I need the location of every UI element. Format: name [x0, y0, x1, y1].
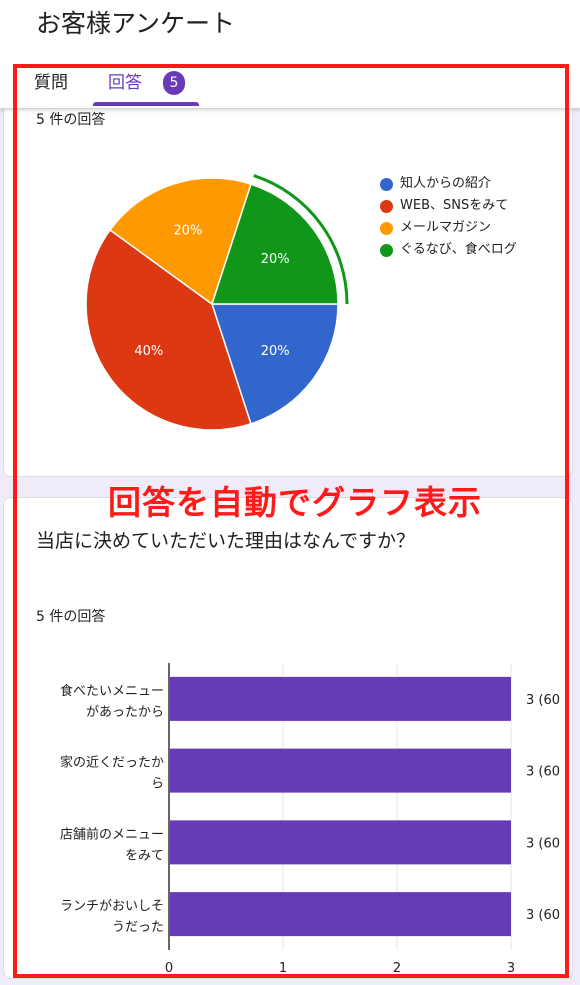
response-count-badge: 5	[163, 71, 185, 95]
bar[interactable]	[170, 748, 511, 793]
pie-slice-label: 20%	[261, 344, 290, 359]
bar-value-label: 3 (60	[526, 908, 560, 923]
bar-response-card: 当店に決めていただいた理由はなんですか？ 5 件の回答 食べたいメニューがあった…	[3, 497, 573, 979]
bar-category-label: うだった	[112, 920, 164, 935]
bar-category-label: をみて	[125, 848, 164, 863]
legend-label: 知人からの紹介	[400, 176, 492, 191]
tab-responses[interactable]: 回答	[108, 73, 142, 93]
bar[interactable]	[170, 676, 511, 721]
legend-label: ぐるなび、食べログ	[400, 242, 517, 257]
bar[interactable]	[170, 820, 511, 865]
bar-value-label: 3 (60	[526, 765, 560, 780]
legend-label: メールマガジン	[400, 220, 492, 235]
bar-category-label: 家の近くだったか	[60, 755, 164, 771]
bar-category-label: 食べたいメニュー	[60, 683, 164, 699]
legend-label: WEB、SNSをみて	[400, 198, 509, 213]
pie-slice[interactable]	[210, 303, 339, 425]
bar-category-label: ランチがおいしそ	[60, 899, 164, 914]
annotation-caption: 回答を自動でグラフ表示	[108, 483, 482, 522]
pie-legend: 知人からの紹介 WEB、SNSをみて メールマガジン ぐるなび、食べログ	[376, 173, 517, 261]
app-bar: お客様アンケート	[0, 0, 580, 62]
question-title: 当店に決めていただいた理由はなんですか？	[36, 530, 416, 552]
pie-slice-highlight	[253, 174, 349, 305]
tab-bar: 質問 回答	[0, 62, 580, 109]
bar-value-label: 3 (60	[526, 693, 560, 708]
legend-swatch	[380, 244, 393, 257]
legend-swatch	[380, 178, 393, 191]
bar-category-label: ら	[151, 777, 164, 792]
legend-item: ぐるなび、食べログ	[376, 239, 517, 261]
bar-category-label: があったから	[86, 705, 164, 720]
pie-slice[interactable]	[210, 183, 339, 305]
active-tab-indicator	[93, 102, 199, 106]
bar-x-tick-label: 2	[393, 961, 401, 976]
pie-response-card: 5 件の回答 20% 40% 20% 20% 知人からの紹介 WEB、SNSをみて メ…	[3, 96, 573, 477]
response-count: 5 件の回答	[36, 112, 106, 128]
bar-x-tick-label: 3	[507, 961, 515, 976]
bar-category-label: 店舗前のメニュー	[60, 826, 164, 842]
pie-slice[interactable]	[109, 177, 252, 306]
legend-item: 知人からの紹介	[376, 173, 517, 195]
tab-questions[interactable]: 質問	[34, 73, 68, 93]
pie-chart: 20% 40% 20% 20%	[85, 174, 349, 431]
form-title: お客様アンケート	[36, 9, 236, 38]
pie-slice-label: 20%	[173, 224, 202, 239]
bar[interactable]	[170, 892, 511, 937]
response-count: 5 件の回答	[36, 609, 106, 625]
pie-slice-label: 20%	[261, 252, 290, 267]
pie-slice[interactable]	[85, 228, 252, 431]
bar-x-tick-label: 1	[279, 961, 287, 976]
bar-value-label: 3 (60	[526, 836, 560, 851]
legend-swatch	[380, 200, 393, 213]
pie-slice-label: 40%	[134, 344, 163, 359]
legend-item: WEB、SNSをみて	[376, 195, 517, 217]
legend-item: メールマガジン	[376, 217, 517, 239]
bar-x-tick-label: 0	[165, 961, 173, 976]
legend-swatch	[380, 222, 393, 235]
